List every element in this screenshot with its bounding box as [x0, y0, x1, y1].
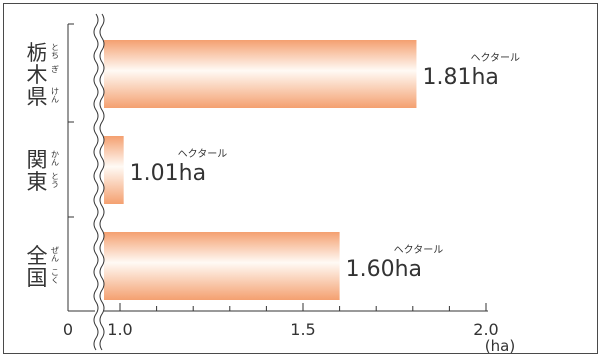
axes — [67, 23, 488, 312]
category-ruby: と — [51, 43, 59, 52]
x-unit-label: (ha) — [485, 337, 515, 355]
axis-break-gap — [95, 14, 104, 344]
category-ruby: ぎ — [51, 64, 59, 74]
axis-break-line-left — [93, 13, 99, 351]
x-tick-label: 1.0 — [107, 320, 132, 339]
category-char: 国 — [27, 266, 48, 290]
category-ruby: こ — [51, 268, 59, 277]
value-label: 1.01ha — [130, 161, 206, 186]
x-tick-label: 0 — [63, 320, 73, 339]
axis-break — [93, 13, 105, 351]
unit-ruby: ヘクタール — [470, 52, 520, 64]
bar-chart: 1.81haヘクタール1.01haヘクタール1.60haヘクタール 栃とち木 ぎ県… — [27, 13, 520, 355]
category-ruby: ぜ — [51, 246, 59, 255]
bar-2 — [99, 232, 340, 300]
unit-ruby: ヘクタール — [178, 148, 228, 160]
bars-group — [99, 40, 417, 300]
category-char: 東 — [27, 170, 48, 194]
value-label: 1.60ha — [346, 257, 422, 282]
category-ruby: け — [51, 87, 59, 96]
category-char: 木 — [27, 63, 48, 87]
category-char: 栃 — [27, 41, 48, 65]
category-ruby: う — [51, 180, 59, 189]
category-char: 県 — [27, 85, 48, 109]
category-ruby: ち — [51, 51, 59, 60]
axis-break-line-right — [99, 13, 105, 351]
category-ruby: く — [51, 276, 59, 285]
x-tick-labels: 0 1.0 1.5 2.0(ha) — [63, 320, 515, 355]
bar-0 — [99, 40, 417, 108]
category-ruby: ん — [51, 158, 59, 167]
category-labels: 栃とち木 ぎ県 けん関 かん東 とう全 ぜん国 こく — [27, 41, 60, 290]
category-char: 関 — [27, 148, 48, 172]
x-tick-label: 2.0 — [473, 320, 498, 339]
category-ruby: と — [51, 172, 59, 181]
unit-ruby: ヘクタール — [394, 244, 444, 256]
category-ruby: ん — [51, 95, 59, 104]
x-tick-label: 1.5 — [290, 320, 315, 339]
category-ruby: か — [51, 150, 59, 159]
category-char: 全 — [27, 244, 48, 268]
chart-frame: 1.81ha ヘクタール 1.01ha ヘクタール 1.60ha ヘクタール 栃とち木ぎ県… — [3, 3, 598, 355]
category-ruby: ん — [51, 254, 59, 263]
value-label: 1.81ha — [422, 65, 498, 90]
